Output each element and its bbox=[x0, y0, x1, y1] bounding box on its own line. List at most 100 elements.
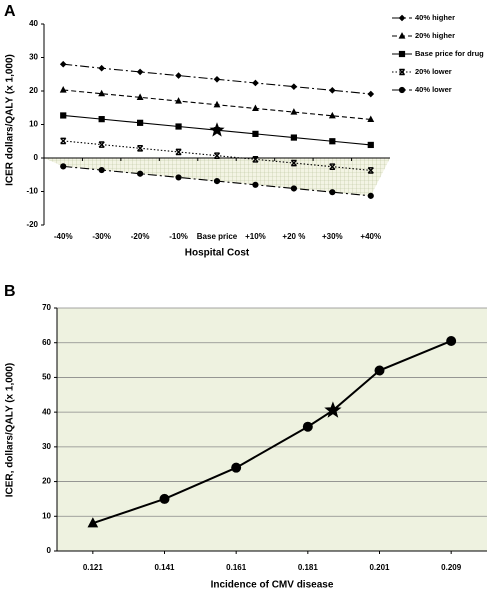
marker bbox=[290, 134, 297, 141]
marker bbox=[159, 493, 170, 504]
x-tick-label: +20 % bbox=[282, 232, 305, 241]
highlight-star bbox=[209, 122, 225, 137]
marker bbox=[329, 138, 336, 145]
marker bbox=[446, 335, 457, 346]
marker bbox=[213, 152, 221, 159]
y-tick-label: 70 bbox=[42, 303, 51, 312]
marker bbox=[175, 72, 182, 79]
marker bbox=[290, 159, 297, 167]
x-tick-label: +40% bbox=[360, 232, 381, 241]
y-axis-title: ICER, dollars/QALY (x 1,000) bbox=[5, 363, 16, 498]
marker bbox=[398, 86, 406, 94]
y-tick-label: 50 bbox=[42, 373, 51, 382]
y-tick-label: -20 bbox=[26, 220, 38, 229]
y-tick-label: 30 bbox=[42, 442, 51, 451]
marker bbox=[290, 185, 297, 192]
marker bbox=[302, 421, 313, 432]
x-axis-title: Incidence of CMV disease bbox=[211, 580, 334, 591]
marker bbox=[398, 68, 406, 76]
marker bbox=[252, 130, 259, 137]
legend-label: 40% higher bbox=[415, 13, 455, 22]
marker bbox=[252, 181, 259, 188]
marker bbox=[175, 174, 182, 181]
panel-label: B bbox=[4, 283, 16, 300]
marker bbox=[290, 108, 298, 115]
marker bbox=[175, 97, 182, 104]
marker bbox=[324, 401, 342, 418]
y-axis-title: ICER dollars/QALY (x 1,000) bbox=[5, 54, 16, 186]
x-tick-label: 0.121 bbox=[83, 563, 104, 572]
y-tick-label: 0 bbox=[34, 153, 39, 162]
marker bbox=[175, 148, 182, 156]
marker bbox=[398, 14, 406, 22]
marker bbox=[398, 50, 406, 58]
marker bbox=[137, 119, 144, 126]
y-tick-label: 10 bbox=[42, 511, 51, 520]
legend-label: 40% lower bbox=[415, 85, 452, 94]
x-tick-label: +30% bbox=[322, 232, 343, 241]
marker bbox=[252, 79, 259, 87]
y-tick-label: 60 bbox=[42, 338, 51, 347]
marker bbox=[98, 64, 105, 72]
marker bbox=[329, 189, 336, 196]
marker bbox=[98, 141, 105, 148]
marker bbox=[175, 123, 182, 130]
legend-label: 20% higher bbox=[415, 31, 455, 40]
marker bbox=[59, 60, 67, 68]
marker bbox=[60, 163, 67, 170]
marker bbox=[367, 90, 375, 98]
x-tick-label: 0.181 bbox=[298, 563, 319, 572]
x-tick-label: -10% bbox=[169, 232, 188, 241]
marker bbox=[329, 87, 336, 94]
marker bbox=[137, 170, 144, 177]
legend-label: Base price for drug bbox=[415, 49, 484, 58]
marker bbox=[398, 32, 406, 39]
marker bbox=[98, 166, 105, 174]
marker bbox=[252, 156, 259, 163]
x-axis-title: Hospital Cost bbox=[185, 248, 250, 259]
y-tick-label: 20 bbox=[29, 86, 38, 95]
marker bbox=[231, 462, 242, 473]
y-tick-label: 0 bbox=[47, 546, 52, 555]
marker bbox=[290, 83, 298, 90]
x-tick-label: -20% bbox=[131, 232, 150, 241]
marker bbox=[98, 89, 106, 97]
marker bbox=[213, 100, 221, 108]
marker bbox=[98, 116, 105, 123]
y-tick-label: 20 bbox=[42, 477, 51, 486]
marker bbox=[367, 192, 374, 199]
marker bbox=[60, 112, 67, 119]
y-tick-label: -10 bbox=[26, 187, 38, 196]
marker bbox=[213, 178, 221, 185]
marker bbox=[136, 68, 144, 76]
x-tick-label: -30% bbox=[92, 232, 111, 241]
y-tick-label: 40 bbox=[42, 407, 51, 416]
marker bbox=[367, 141, 374, 149]
panel-label: A bbox=[4, 3, 16, 20]
marker bbox=[213, 75, 221, 83]
marker bbox=[252, 104, 259, 111]
legend-label: 20% lower bbox=[415, 67, 452, 76]
x-tick-label: +10% bbox=[245, 232, 266, 241]
x-tick-label: 0.201 bbox=[369, 563, 390, 572]
marker bbox=[137, 144, 144, 152]
marker bbox=[59, 86, 67, 93]
x-tick-label: 0.161 bbox=[226, 563, 247, 572]
x-tick-label: 0.209 bbox=[441, 563, 462, 572]
x-tick-label: 0.141 bbox=[154, 563, 175, 572]
marker bbox=[60, 137, 67, 145]
marker bbox=[136, 93, 144, 100]
marker bbox=[367, 167, 374, 174]
y-tick-label: 10 bbox=[29, 120, 38, 129]
marker bbox=[87, 517, 99, 528]
x-tick-label: -40% bbox=[54, 232, 73, 241]
marker bbox=[367, 115, 375, 123]
y-tick-label: 30 bbox=[29, 53, 38, 62]
marker bbox=[374, 365, 385, 376]
marker bbox=[329, 163, 336, 171]
shaded-region bbox=[44, 158, 390, 196]
marker bbox=[328, 111, 336, 119]
x-tick-label: Base price bbox=[197, 232, 238, 241]
y-tick-label: 40 bbox=[29, 19, 38, 28]
